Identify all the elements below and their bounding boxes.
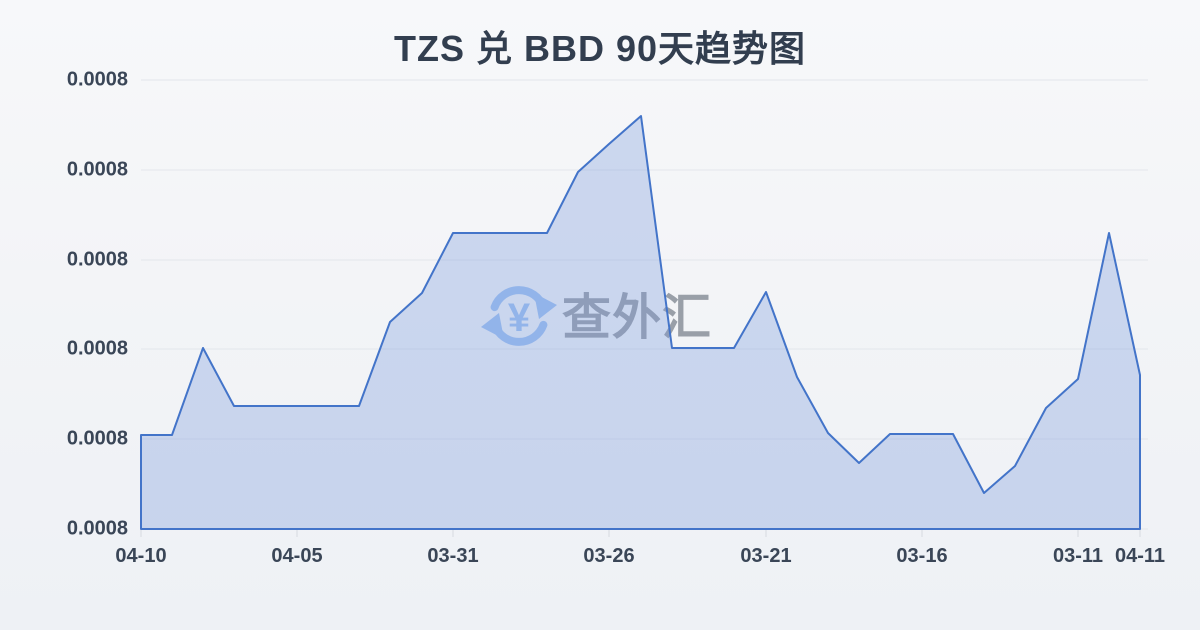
x-axis-label: 03-26 [583,545,635,567]
x-axis-label: 03-16 [896,545,948,567]
y-axis-label: 0.0008 [66,158,128,181]
currency-exchange-icon: ¥ [481,286,557,346]
y-axis-label: 0.0008 [66,337,128,360]
x-axis-label: 04-11 [1114,545,1166,567]
chart-title: TZS 兑 BBD 90天趋势图 [393,28,807,69]
watermark: ¥ 查外汇 [481,286,712,346]
area-series [140,115,1141,530]
y-axis-label: 0.0008 [66,517,128,540]
yen-symbol: ¥ [508,296,531,340]
x-axis-label: 03-11 [1052,545,1104,567]
watermark-text: 查外汇 [562,291,712,345]
x-axis-label: 04-10 [115,545,167,567]
y-axis-label: 0.0008 [66,427,128,450]
x-axis-label: 04-05 [271,545,323,567]
x-axis-label: 03-31 [427,545,479,567]
y-axis-label: 0.0008 [66,68,128,91]
x-axis-label: 03-21 [740,545,792,567]
y-axis-label: 0.0008 [66,248,128,271]
